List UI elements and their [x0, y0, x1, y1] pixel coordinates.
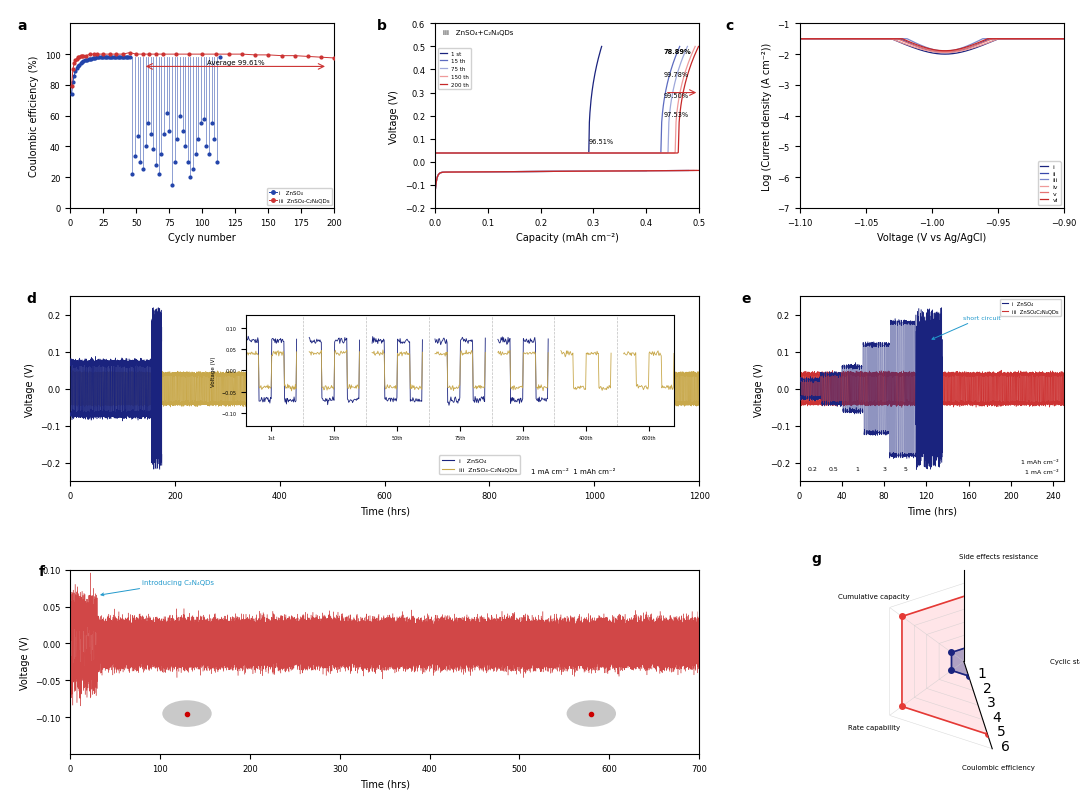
Y-axis label: Voltage (V): Voltage (V)	[25, 363, 35, 416]
Text: d: d	[26, 292, 36, 306]
Text: 1 mA cm⁻²: 1 mA cm⁻²	[1025, 469, 1058, 474]
Text: 5: 5	[903, 466, 907, 471]
Text: 0.2: 0.2	[807, 466, 818, 471]
Text: 97.53%: 97.53%	[663, 111, 688, 118]
X-axis label: Cycly number: Cycly number	[168, 233, 237, 242]
Text: b: b	[377, 19, 387, 32]
Text: 99.50%: 99.50%	[663, 93, 688, 99]
Text: 78.89%: 78.89%	[663, 49, 691, 55]
Text: 1 mAh cm⁻²: 1 mAh cm⁻²	[1021, 460, 1058, 465]
Text: Average 99.61%: Average 99.61%	[206, 60, 265, 66]
X-axis label: Time (hrs): Time (hrs)	[360, 506, 409, 516]
Y-axis label: Voltage (V): Voltage (V)	[390, 89, 400, 144]
Text: f: f	[39, 564, 44, 578]
Ellipse shape	[162, 701, 212, 727]
Y-axis label: Log (Current density (A cm⁻²)): Log (Current density (A cm⁻²))	[761, 42, 772, 191]
Y-axis label: Coulombic efficiency (%): Coulombic efficiency (%)	[29, 56, 39, 177]
Text: iii   ZnSO₄+C₂N₄QDs: iii ZnSO₄+C₂N₄QDs	[443, 30, 513, 36]
Polygon shape	[902, 589, 1040, 734]
X-axis label: Time (hrs): Time (hrs)	[360, 779, 409, 788]
Y-axis label: Voltage (V): Voltage (V)	[754, 363, 765, 416]
Text: 0.5: 0.5	[828, 466, 838, 471]
Text: a: a	[17, 19, 27, 32]
Text: e: e	[741, 292, 751, 306]
Legend: i   ZnSO₄, iii  ZnSO₄-C₂N₄QDs: i ZnSO₄, iii ZnSO₄-C₂N₄QDs	[440, 456, 519, 474]
Text: introducing C₂N₄QDs: introducing C₂N₄QDs	[100, 580, 214, 596]
Legend: i   ZnSO₄, iii  ZnSO₄-C₂N₄QDs: i ZnSO₄, iii ZnSO₄-C₂N₄QDs	[267, 189, 332, 206]
Y-axis label: Voltage (V): Voltage (V)	[19, 635, 29, 689]
Polygon shape	[951, 647, 980, 676]
Text: 96.51%: 96.51%	[589, 139, 613, 145]
Text: 1 mA cm⁻²  1 mAh cm⁻²: 1 mA cm⁻² 1 mAh cm⁻²	[531, 468, 616, 474]
Text: 1: 1	[855, 466, 860, 471]
X-axis label: Capacity (mAh cm⁻²): Capacity (mAh cm⁻²)	[515, 233, 619, 242]
Text: 99.78%: 99.78%	[663, 72, 688, 79]
X-axis label: Time (hrs): Time (hrs)	[907, 506, 957, 516]
Text: short circuit: short circuit	[932, 315, 1001, 340]
X-axis label: Voltage (V vs Ag/AgCl): Voltage (V vs Ag/AgCl)	[877, 233, 986, 242]
Ellipse shape	[567, 701, 616, 727]
Legend: 1 st, 15 th, 75 th, 150 th, 200 th: 1 st, 15 th, 75 th, 150 th, 200 th	[437, 49, 471, 90]
Legend: i  ZnSO₄, iii  ZnSO₄C₂N₄QDs: i ZnSO₄, iii ZnSO₄C₂N₄QDs	[1000, 300, 1062, 316]
Text: g: g	[812, 551, 822, 565]
Legend: i, ii, iii, iv, v, vi: i, ii, iii, iv, v, vi	[1038, 162, 1061, 205]
Text: c: c	[726, 19, 733, 32]
Text: 3: 3	[882, 466, 886, 471]
